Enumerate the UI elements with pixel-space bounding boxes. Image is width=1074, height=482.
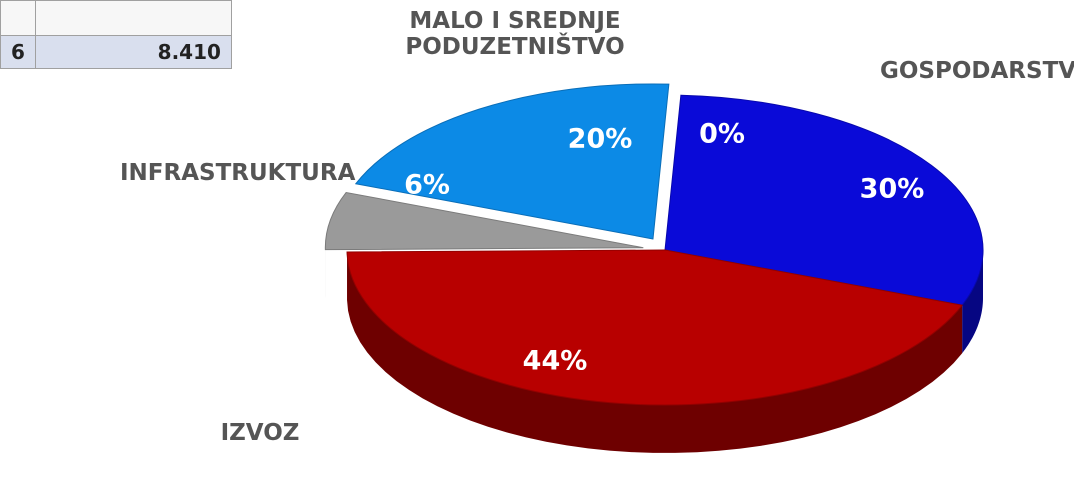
cell [0,0,36,36]
category-label: IZVOZ [220,420,300,446]
data-label: 44% [523,346,588,377]
slice-side [962,250,983,354]
data-label: 6% [404,170,450,201]
data-label: 30% [860,174,925,205]
slice [664,94,984,306]
table-row: 6 8.410 [0,35,232,69]
data-label: 20% [568,124,633,155]
category-label: INFRASTRUKTURA [120,160,356,186]
cell: 6 [0,35,36,69]
slice-side [347,251,963,453]
data-label: 0% [699,119,745,150]
slice [324,191,644,251]
cell: 8.410 [34,35,232,69]
slice [346,249,964,406]
table-fragment: 6 8.410 [0,0,232,69]
category-label: GOSPODARSTVO [880,58,1074,84]
slice [354,83,670,240]
category-label: MALO I SREDNJE PODUZETNIŠTVO [405,8,625,60]
